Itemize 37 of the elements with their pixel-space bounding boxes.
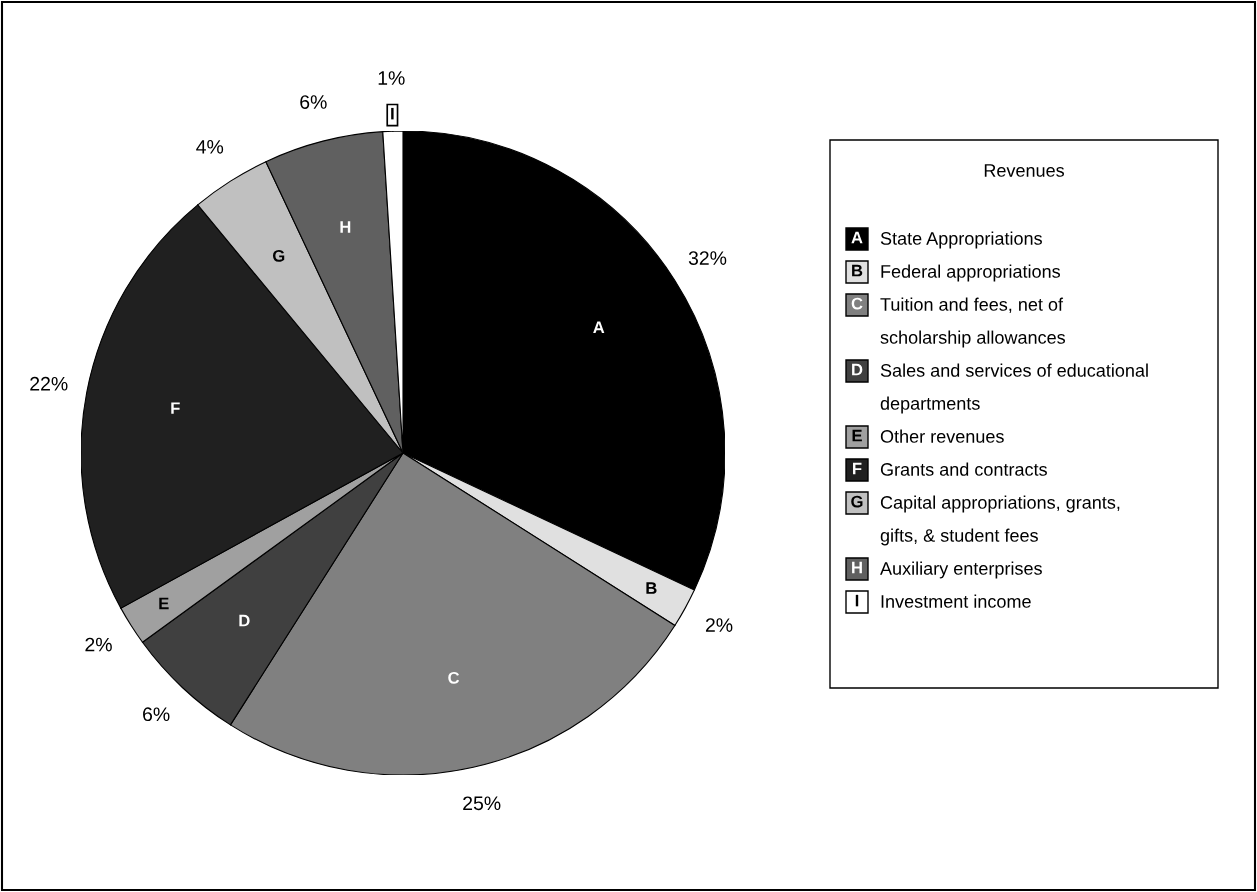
legend-label: Capital appropriations, grants, gifts, & student fees	[880, 495, 1120, 546]
text: H	[340, 221, 351, 233]
text: C	[851, 297, 863, 310]
text: A	[851, 231, 863, 244]
legend-label: Tuition and fees, net of scholarship allowances	[880, 297, 1066, 348]
legend-label: Grants and contracts	[880, 462, 1047, 476]
text: H	[852, 561, 862, 574]
legend-label: State Appropriations	[880, 231, 1042, 249]
text: B	[646, 582, 657, 594]
data-label: 4%	[196, 140, 224, 154]
text: F	[853, 462, 862, 475]
text: I	[391, 107, 394, 120]
text: D	[239, 614, 250, 627]
text: G	[272, 249, 285, 262]
text: D	[852, 363, 863, 376]
text: B	[852, 264, 863, 277]
text: G	[851, 495, 863, 508]
data-label: 6%	[143, 707, 170, 722]
legend-title: Revenues	[984, 164, 1064, 177]
text: I	[855, 594, 859, 607]
legend-label: Auxiliary enterprises	[880, 561, 1042, 579]
legend-label: Federal appropriations	[881, 264, 1061, 282]
data-label: 2%	[85, 637, 112, 652]
legend-label: Sales and services of educational departments	[880, 363, 1148, 414]
text: E	[852, 429, 862, 442]
text: E	[159, 597, 169, 610]
data-label: 6%	[300, 95, 327, 109]
data-label: 22%	[30, 376, 68, 391]
data-label: 1%	[378, 71, 405, 85]
data-label: 2%	[705, 618, 733, 632]
legend-label: Investment income	[881, 594, 1031, 608]
legend-label: Other revenues	[880, 429, 1004, 443]
data-label: 32%	[688, 251, 727, 265]
text: C	[448, 671, 460, 684]
data-label: 25%	[463, 796, 501, 811]
text: F	[171, 402, 180, 414]
text: A	[593, 321, 605, 334]
